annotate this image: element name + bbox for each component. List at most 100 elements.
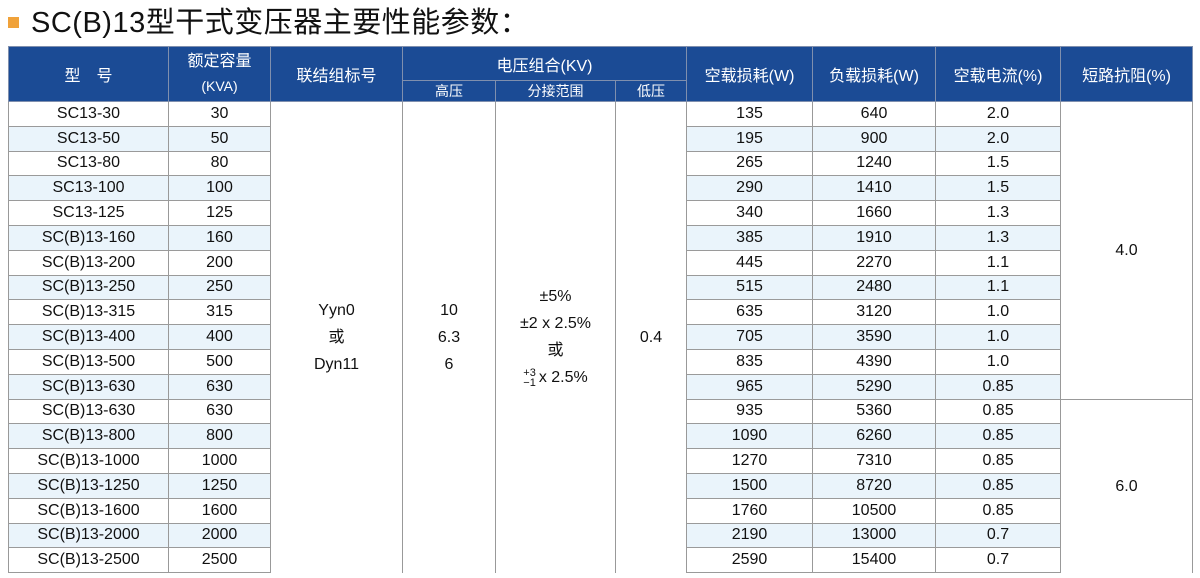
cell-capacity: 250 [168, 275, 271, 301]
table-row: SC(B)13-630 630 935 5360 0.85 6.0 [8, 399, 1194, 573]
cell-model: SC(B)13-2500 [8, 547, 169, 574]
cell-capacity: 50 [168, 126, 271, 152]
cell-no-load-loss: 2190 [686, 523, 814, 549]
table-row: SC(B)13-1250 1250 1500 8720 0.85 [8, 473, 1193, 499]
header-capacity: 额定容量 (KVA) [168, 46, 271, 102]
header-no-load-current: 空载电流(%) [935, 46, 1062, 102]
cell-capacity: 1000 [168, 448, 271, 474]
header-capacity-label: 额定容量 [187, 53, 252, 70]
cell-impedance: 4.0 [1060, 101, 1194, 400]
cell-capacity: 100 [168, 175, 271, 202]
cell-no-load-loss: 2590 [686, 547, 814, 574]
cell-no-load-loss: 965 [686, 374, 814, 400]
cell-no-load-current: 0.7 [935, 523, 1062, 549]
cell-model: SC(B)13-500 [8, 349, 169, 375]
cell-load-loss: 5360 [812, 399, 937, 425]
header-hv: 高压 [402, 80, 496, 102]
cell-capacity: 2000 [168, 523, 271, 549]
cell-capacity: 315 [168, 299, 271, 326]
cell-no-load-current: 1.3 [935, 200, 1062, 226]
cell-load-loss: 640 [812, 101, 937, 127]
cell-model: SC(B)13-400 [8, 324, 169, 350]
cell-no-load-current: 1.1 [935, 275, 1062, 301]
cell-capacity: 125 [168, 200, 271, 226]
cell-model: SC(B)13-1600 [8, 498, 169, 524]
cell-model: SC(B)13-250 [8, 275, 169, 301]
cell-connection: Yyn0 或 Dyn11 [270, 101, 403, 573]
cell-no-load-current: 1.0 [935, 324, 1062, 350]
cell-capacity: 630 [168, 374, 271, 400]
cell-load-loss: 3120 [812, 299, 937, 326]
table-row: SC(B)13-2500 2500 2590 15400 0.7 [8, 547, 1193, 574]
cell-load-loss: 1910 [812, 225, 937, 251]
cell-no-load-current: 0.85 [935, 423, 1062, 450]
cell-capacity: 2500 [168, 547, 271, 574]
cell-load-loss: 1660 [812, 200, 937, 226]
title-text: SC(B)13型干式变压器主要性能参数： [31, 7, 530, 39]
cell-load-loss: 900 [812, 126, 937, 152]
cell-model: SC13-100 [8, 175, 169, 202]
cell-no-load-loss: 1760 [686, 498, 814, 524]
cell-no-load-loss: 515 [686, 275, 814, 301]
cell-no-load-current: 1.1 [935, 250, 1062, 276]
cell-load-loss: 6260 [812, 423, 937, 450]
cell-model: SC13-50 [8, 126, 169, 152]
cell-model: SC(B)13-800 [8, 423, 169, 450]
table-row: SC(B)13-1000 1000 1270 7310 0.85 [8, 448, 1193, 474]
page-title: SC(B)13型干式变压器主要性能参数： [8, 2, 530, 39]
connection-line: 或 [328, 328, 345, 346]
connection-line: Yyn0 [318, 301, 355, 319]
cell-no-load-current: 2.0 [935, 101, 1062, 127]
cell-no-load-loss: 1090 [686, 423, 814, 450]
table-row: SC(B)13-400 400 705 3590 1.0 [8, 324, 1193, 350]
cell-lv: 0.4 [614, 101, 688, 573]
header-voltage: 电压组合(KV) [401, 46, 688, 81]
cell-capacity: 1250 [168, 473, 271, 499]
cell-no-load-current: 1.5 [935, 151, 1062, 177]
header-load-loss: 负载损耗(W) [812, 46, 937, 102]
cell-hv: 10 6.3 6 [402, 101, 496, 573]
cell-no-load-loss: 445 [686, 250, 814, 276]
cell-model: SC13-30 [8, 101, 169, 127]
table-row: SC(B)13-630 630 965 5290 0.85 [8, 374, 1193, 400]
spec-table: 型 号 额定容量 (KVA) 联结组标号 电压组合(KV) 空载损耗(W) 负载损… [8, 46, 1194, 574]
cell-model: SC(B)13-315 [8, 299, 169, 326]
cell-model: SC(B)13-630 [8, 374, 169, 400]
cell-no-load-current: 0.85 [935, 473, 1062, 499]
cell-load-loss: 13000 [812, 523, 937, 549]
cell-model: SC(B)13-200 [8, 250, 169, 276]
cell-capacity: 200 [168, 250, 271, 276]
cell-no-load-current: 1.0 [935, 349, 1062, 375]
cell-no-load-current: 2.0 [935, 126, 1062, 152]
cell-load-loss: 3590 [812, 324, 937, 350]
table-row: SC13-50 50 195 900 2.0 [8, 126, 1193, 152]
header-tap: 分接范围 [495, 80, 616, 102]
header-lv: 低压 [614, 80, 688, 102]
header-connection: 联结组标号 [270, 46, 403, 102]
cell-model: SC(B)13-160 [8, 225, 169, 251]
cell-load-loss: 5290 [812, 374, 937, 400]
table-row: SC(B)13-200 200 445 2270 1.1 [8, 250, 1193, 276]
cell-no-load-current: 0.85 [935, 498, 1062, 524]
cell-load-loss: 10500 [812, 498, 937, 524]
table-row: SC13-100 100 290 1410 1.5 [8, 175, 1193, 202]
cell-no-load-current: 0.85 [935, 399, 1062, 425]
cell-model: SC13-125 [8, 200, 169, 226]
cell-no-load-loss: 1500 [686, 473, 814, 499]
cell-model: SC(B)13-1250 [8, 473, 169, 499]
cell-no-load-loss: 195 [686, 126, 814, 152]
cell-no-load-loss: 340 [686, 200, 814, 226]
cell-capacity: 1600 [168, 498, 271, 524]
cell-model: SC(B)13-1000 [8, 448, 169, 474]
cell-model: SC(B)13-2000 [8, 523, 169, 549]
cell-capacity: 400 [168, 324, 271, 350]
cell-capacity: 30 [168, 101, 271, 127]
cell-load-loss: 7310 [812, 448, 937, 474]
cell-capacity: 80 [168, 151, 271, 177]
table-row: SC(B)13-2000 2000 2190 13000 0.7 [8, 523, 1193, 549]
cell-capacity: 500 [168, 349, 271, 375]
cell-capacity: 630 [168, 399, 271, 425]
cell-load-loss: 15400 [812, 547, 937, 574]
table-row: SC(B)13-250 250 515 2480 1.1 [8, 275, 1193, 301]
cell-no-load-loss: 290 [686, 175, 814, 202]
